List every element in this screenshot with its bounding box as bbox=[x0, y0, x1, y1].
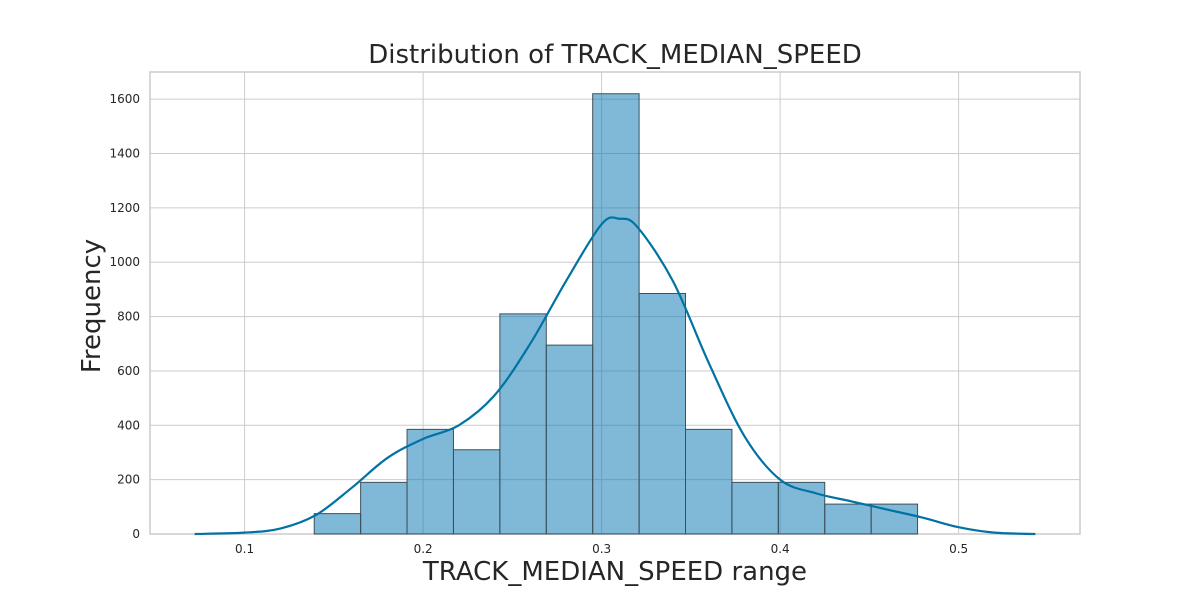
chart-title: Distribution of TRACK_MEDIAN_SPEED bbox=[368, 40, 862, 70]
histogram-bar bbox=[592, 93, 640, 535]
histogram-bar bbox=[777, 481, 826, 535]
y-tick-label: 400 bbox=[117, 418, 140, 432]
histogram-bar bbox=[406, 428, 454, 535]
histogram-bar bbox=[545, 344, 594, 535]
histogram-bar bbox=[499, 313, 547, 535]
histogram-bar bbox=[870, 503, 919, 535]
y-tick-label: 800 bbox=[117, 310, 140, 324]
kde-curve bbox=[194, 216, 1036, 536]
histogram-bar bbox=[685, 428, 733, 535]
y-axis-ticks: 0 200 400 600 800 1000 1200 1400 1600 bbox=[109, 92, 140, 541]
x-axis-ticks: 0.1 0.2 0.3 0.4 0.5 bbox=[235, 542, 968, 556]
y-tick-label: 1200 bbox=[109, 201, 140, 215]
histogram-bar bbox=[731, 481, 779, 535]
histogram-bars bbox=[313, 93, 919, 535]
x-tick-label: 0.2 bbox=[414, 542, 433, 556]
histogram-bar bbox=[313, 513, 362, 535]
histogram-bar bbox=[824, 503, 872, 535]
y-tick-label: 1400 bbox=[109, 147, 140, 161]
x-tick-label: 0.4 bbox=[771, 542, 790, 556]
y-axis-label: Frequency bbox=[77, 239, 107, 373]
histogram-bar bbox=[452, 449, 501, 535]
x-tick-label: 0.3 bbox=[592, 542, 611, 556]
y-tick-label: 200 bbox=[117, 473, 140, 487]
y-tick-label: 1600 bbox=[109, 92, 140, 106]
histogram-bar bbox=[638, 292, 687, 535]
x-axis-label: TRACK_MEDIAN_SPEED range bbox=[422, 557, 807, 587]
x-tick-label: 0.5 bbox=[949, 542, 968, 556]
histogram-bar bbox=[360, 481, 408, 535]
x-tick-label: 0.1 bbox=[235, 542, 254, 556]
y-tick-label: 0 bbox=[132, 527, 140, 541]
y-tick-label: 600 bbox=[117, 364, 140, 378]
y-tick-label: 1000 bbox=[109, 255, 140, 269]
